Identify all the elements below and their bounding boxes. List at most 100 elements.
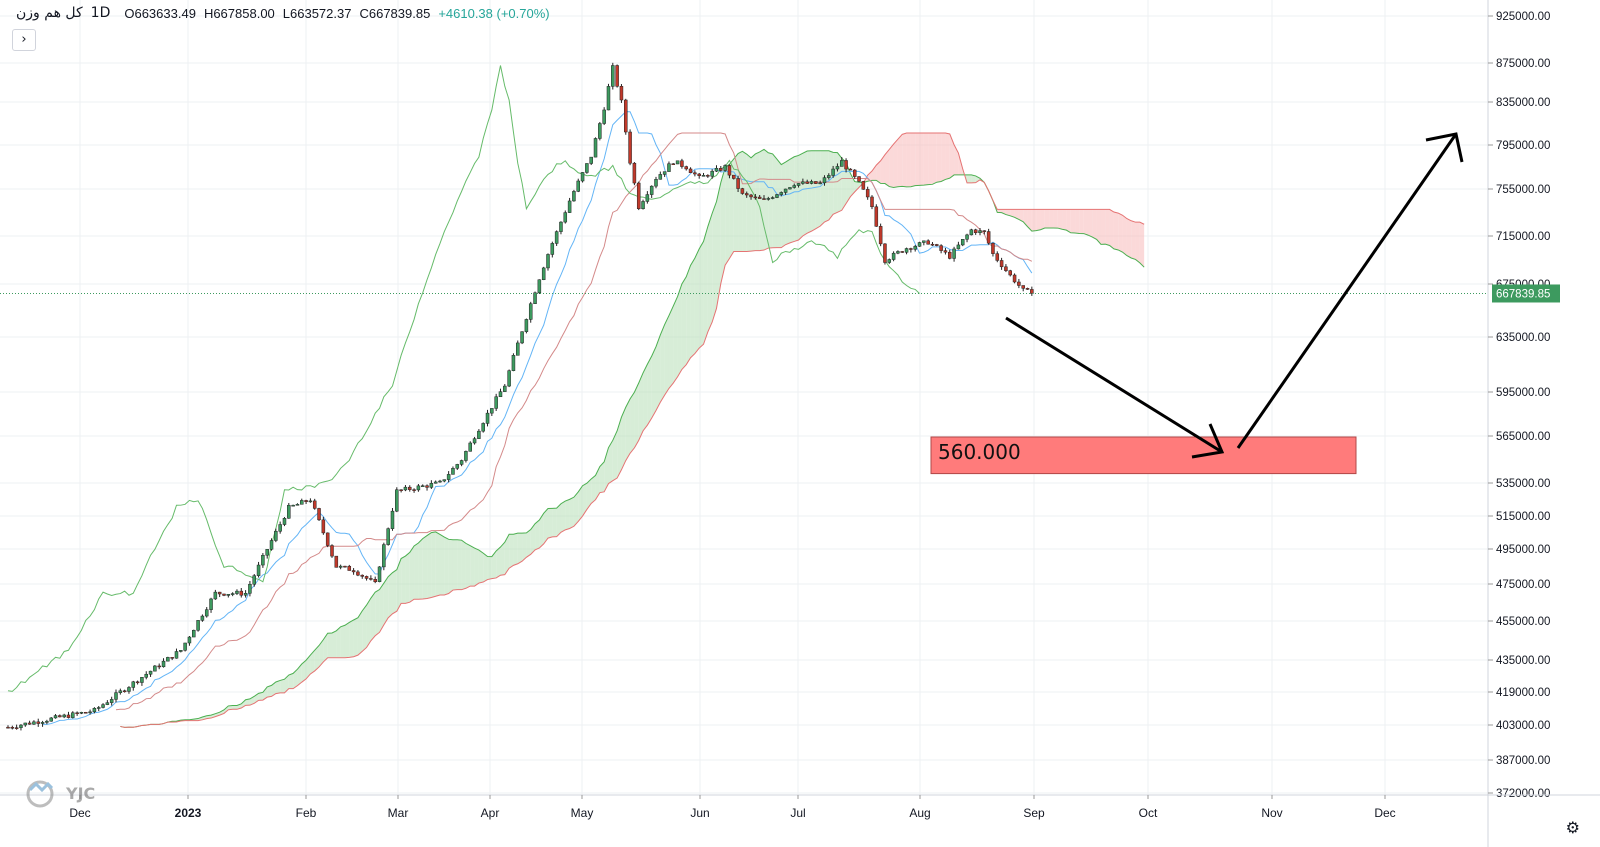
price-tick-label: 795000.00 (1496, 140, 1550, 152)
cloud-segment (262, 686, 268, 701)
candle-body (801, 181, 805, 184)
cloud-segment (565, 499, 570, 530)
cloud-segment (971, 174, 976, 183)
candle-body (986, 231, 991, 244)
last-price-label: 667839.85 (1496, 288, 1550, 300)
high-value: H667858.00 (203, 5, 275, 21)
candle-body (831, 168, 835, 176)
candle-body (524, 319, 529, 332)
candle-body (995, 253, 1000, 261)
candle-body (382, 544, 386, 568)
cloud-segment (1092, 209, 1097, 240)
candle-body (114, 692, 118, 700)
candle-body (503, 385, 507, 392)
cloud-segment (582, 483, 587, 517)
cloud-segment (440, 534, 445, 595)
cloud-segment (651, 346, 656, 419)
cloud-segment (509, 534, 514, 569)
cloud-segment (1088, 209, 1093, 238)
candle-body (438, 480, 442, 483)
candle-body (209, 598, 213, 610)
candle-body (53, 715, 58, 719)
cloud-segment (1014, 209, 1019, 220)
candle-body (576, 180, 580, 192)
cloud-segment (314, 645, 320, 671)
cloud-segment (340, 625, 345, 658)
candle-body (200, 615, 205, 621)
cloud-segment (677, 283, 682, 377)
candle-body (706, 175, 710, 177)
candle-body (701, 175, 706, 177)
candle-body (58, 715, 62, 718)
cloud-segment (353, 617, 358, 657)
cloud-segment (949, 133, 955, 179)
cloud-segment (1113, 212, 1119, 250)
candle-body (960, 239, 965, 246)
candle-body (844, 160, 848, 170)
cloud-segment (344, 622, 350, 658)
candle-body (732, 174, 736, 179)
cloud-segment (271, 681, 276, 697)
candle-body (66, 714, 71, 718)
candle-body (762, 198, 766, 200)
candle-body (978, 230, 982, 233)
candle-body (645, 194, 650, 202)
candle-body (775, 194, 779, 198)
candle-body (157, 665, 161, 668)
candle-body (835, 166, 840, 170)
cloud-segment (932, 133, 937, 185)
cloud-segment (656, 334, 661, 411)
cloud-segment (802, 150, 808, 236)
candle-body (693, 172, 697, 175)
cloud-segment (720, 167, 726, 284)
candle-body (887, 259, 892, 263)
candle-body (840, 160, 844, 167)
cloud-segment (673, 296, 678, 384)
candle-body (213, 591, 218, 600)
candle-body (84, 712, 88, 714)
time-tick-label: Dec (69, 806, 90, 820)
cloud-segment (245, 698, 250, 706)
cloud-segment (742, 151, 747, 252)
cloud-segment (405, 552, 410, 604)
candle-body (364, 576, 369, 579)
candle-body (736, 178, 740, 189)
cloud-segment (435, 531, 440, 597)
candle-body (900, 251, 904, 253)
candle-body (217, 591, 222, 595)
cloud-segment (284, 675, 289, 693)
cloud-segment (422, 535, 428, 600)
candle-body (865, 189, 870, 198)
candle-body (943, 250, 948, 253)
cloud-segment (444, 537, 449, 595)
candle-body (334, 555, 339, 568)
cloud-segment (448, 539, 453, 594)
price-tick-label: 875000.00 (1496, 58, 1550, 70)
candle-body (913, 246, 917, 250)
cloud-segment (379, 583, 384, 633)
price-tick-label: 755000.00 (1496, 184, 1550, 196)
candle-body (719, 168, 723, 171)
candle-body (896, 251, 900, 254)
cloud-segment (1010, 209, 1015, 218)
candle-body (433, 481, 438, 484)
collapse-legend-button[interactable]: › (12, 29, 36, 51)
gear-icon[interactable]: ⚙ (1565, 818, 1580, 837)
interval-label[interactable]: 1D (90, 5, 111, 21)
cloud-segment (716, 182, 721, 309)
candle-body (468, 442, 472, 452)
symbol-name[interactable]: کل هم وزن (16, 5, 83, 21)
low-value: L663572.37 (282, 5, 352, 21)
price-tick-label: 835000.00 (1496, 97, 1550, 109)
cloud-segment (461, 540, 466, 590)
cloud-segment (573, 491, 579, 527)
ichimoku-cloud (120, 133, 1145, 728)
candle-body (572, 191, 576, 202)
candle-body (429, 483, 434, 488)
price-tick-label: 635000.00 (1496, 332, 1550, 344)
cloud-segment (608, 440, 613, 484)
candle-body (295, 504, 300, 506)
cloud-segment (625, 398, 631, 461)
cloud-segment (1070, 209, 1076, 233)
